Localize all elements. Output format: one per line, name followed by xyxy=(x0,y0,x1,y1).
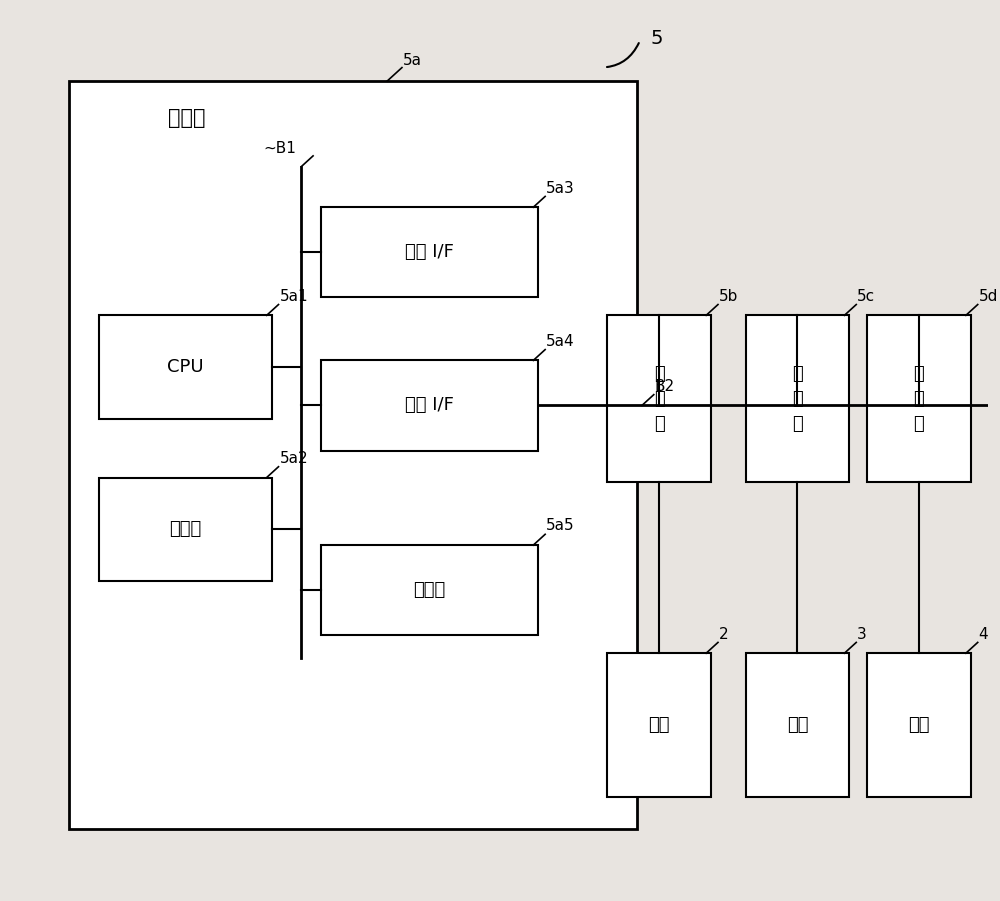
FancyBboxPatch shape xyxy=(99,478,272,581)
FancyBboxPatch shape xyxy=(99,315,272,419)
Text: 存储器: 存储器 xyxy=(169,521,201,538)
Text: 仪器: 仪器 xyxy=(648,716,670,734)
Text: 5b: 5b xyxy=(719,288,738,304)
Text: 5d: 5d xyxy=(979,288,998,304)
FancyBboxPatch shape xyxy=(746,315,849,482)
Text: 5a3: 5a3 xyxy=(546,180,575,196)
Text: 副
基
板: 副 基 板 xyxy=(914,365,924,432)
Text: 仪器: 仪器 xyxy=(787,716,808,734)
Text: 主基板: 主基板 xyxy=(168,108,205,128)
Text: 通信 I/F: 通信 I/F xyxy=(405,243,454,261)
Text: 5c: 5c xyxy=(857,288,875,304)
FancyBboxPatch shape xyxy=(867,315,971,482)
Text: CPU: CPU xyxy=(167,359,203,376)
FancyBboxPatch shape xyxy=(607,653,711,797)
FancyBboxPatch shape xyxy=(69,81,637,829)
Text: 副
基
板: 副 基 板 xyxy=(654,365,665,432)
Text: 5: 5 xyxy=(651,29,663,48)
Text: 仪器: 仪器 xyxy=(908,716,930,734)
Text: ~B1: ~B1 xyxy=(263,141,296,156)
Text: 5a2: 5a2 xyxy=(279,450,308,466)
FancyBboxPatch shape xyxy=(321,207,538,297)
Text: 副
基
板: 副 基 板 xyxy=(792,365,803,432)
Text: 2: 2 xyxy=(719,626,729,642)
FancyBboxPatch shape xyxy=(321,545,538,635)
FancyArrowPatch shape xyxy=(607,43,639,67)
Text: B2: B2 xyxy=(655,378,675,394)
Text: 存储部: 存储部 xyxy=(413,581,446,599)
Text: 4: 4 xyxy=(979,626,988,642)
Text: 5a5: 5a5 xyxy=(546,518,575,533)
FancyBboxPatch shape xyxy=(746,653,849,797)
FancyBboxPatch shape xyxy=(607,315,711,482)
FancyBboxPatch shape xyxy=(867,653,971,797)
Text: 5a4: 5a4 xyxy=(546,333,575,349)
Text: 总线 I/F: 总线 I/F xyxy=(405,396,454,414)
Text: 5a: 5a xyxy=(403,52,422,68)
Text: 3: 3 xyxy=(857,626,867,642)
FancyBboxPatch shape xyxy=(321,360,538,450)
Text: 5a1: 5a1 xyxy=(279,288,308,304)
